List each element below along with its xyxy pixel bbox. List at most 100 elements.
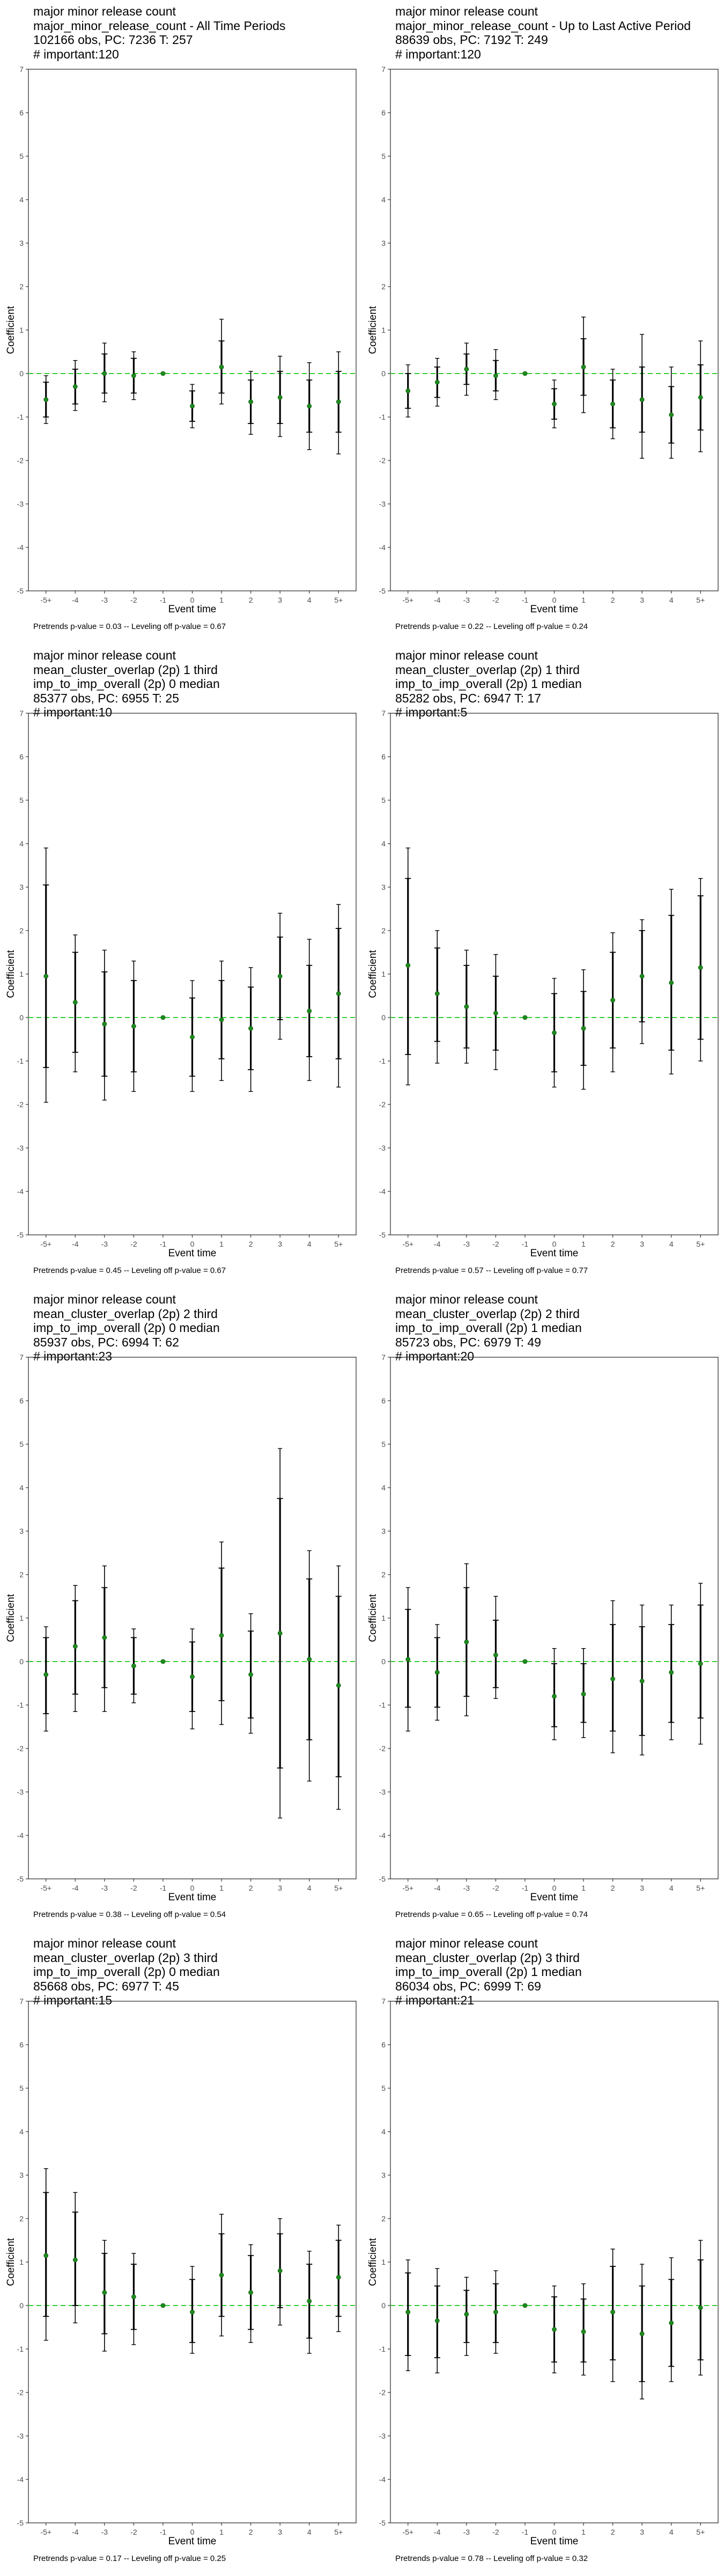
- coefficient-point: [669, 1670, 674, 1675]
- coefficient-point: [581, 2329, 586, 2334]
- coefficient-errorbar: [434, 1624, 440, 1721]
- coefficient-point: [336, 1683, 341, 1688]
- x-tick-label: 3: [640, 2528, 644, 2536]
- y-tick-label: -1: [17, 413, 24, 421]
- coefficient-errorbar: [277, 912, 283, 1040]
- y-tick-label: -5: [379, 2519, 386, 2527]
- plot-frame: [28, 713, 357, 1235]
- y-tick-label: 7: [19, 1997, 24, 2006]
- plot-frame: [28, 1357, 357, 1879]
- coefficient-point: [464, 1004, 469, 1009]
- x-tick-label: 0: [190, 1884, 195, 1892]
- y-tick-label: -4: [379, 2475, 386, 2484]
- y-tick-label: -5: [17, 1231, 24, 1239]
- x-tick-label: 0: [552, 596, 557, 604]
- y-tick-label: 0: [19, 369, 24, 378]
- coefficient-errorbar: [551, 1648, 557, 1740]
- y-tick-label: -3: [379, 1788, 386, 1796]
- x-tick-label: -3: [463, 1240, 470, 1248]
- coefficient-errorbar: [697, 1583, 704, 1745]
- y-tick-label: 3: [19, 2171, 24, 2179]
- chart-panel: major minor release count mean_cluster_ov…: [362, 644, 724, 1288]
- chart-title-line: imp_to_imp_overall (2p) 0 median: [33, 1965, 220, 1979]
- chart-title: major minor release count major_minor_rel…: [33, 4, 285, 61]
- y-tick-label: -3: [17, 1144, 24, 1152]
- x-tick-label: -3: [463, 2528, 470, 2536]
- y-tick-label: -4: [17, 543, 24, 552]
- x-tick-label: -4: [434, 596, 441, 604]
- x-tick-label: -5+: [40, 596, 51, 604]
- coefficient-point: [669, 412, 674, 418]
- x-tick-label: 5+: [696, 1240, 705, 1248]
- pvalue-caption: Pretrends p-value = 0.78 -- Leveling off…: [395, 2554, 588, 2563]
- y-tick-label: 7: [19, 709, 24, 718]
- y-tick-label: 4: [19, 2127, 24, 2136]
- plot-frame: [28, 2001, 357, 2523]
- pvalue-caption: Pretrends p-value = 0.45 -- Leveling off…: [33, 1266, 226, 1275]
- chart-plot: -5 -4 -3 -2 -1 0 1 2 3 4 5 6 7 -5+ -4 -3 -2 -1 0 1 2 3 4 5+ Even…: [5, 1353, 357, 1903]
- coefficient-point: [464, 367, 469, 372]
- coefficient-point: [698, 395, 703, 400]
- coefficient-point: [43, 1672, 49, 1677]
- x-tick-label: 2: [249, 596, 253, 604]
- y-tick-label: 3: [381, 1527, 386, 1535]
- coefficient-point: [405, 1657, 411, 1662]
- chart-title-line: # important:120: [395, 47, 481, 61]
- y-tick-label: 0: [19, 1657, 24, 1666]
- y-tick-label: -4: [379, 1187, 386, 1196]
- coefficient-point: [102, 2290, 107, 2295]
- coefficient-point: [219, 2272, 224, 2278]
- chart-title-line: major minor release count: [33, 648, 176, 662]
- x-tick-label: 3: [278, 596, 282, 604]
- coefficient-point: [160, 2303, 166, 2308]
- coefficient-errorbar: [43, 847, 49, 1103]
- x-tick-label: -5+: [402, 1884, 413, 1892]
- chart-title-line: major minor release count: [33, 4, 176, 18]
- coefficient-errorbar: [610, 932, 616, 1072]
- x-tick-label: -1: [522, 1884, 529, 1892]
- x-tick-label: -2: [492, 1884, 499, 1892]
- pvalue-caption: Pretrends p-value = 0.57 -- Leveling off…: [395, 1266, 588, 1275]
- coefficient-errorbar: [189, 384, 195, 428]
- chart-title: major minor release count mean_cluster_ov…: [395, 1292, 582, 1364]
- y-tick-label: 2: [381, 282, 386, 291]
- chart-panel: major minor release count mean_cluster_ov…: [362, 1932, 724, 2576]
- x-tick-label: 5+: [334, 1240, 343, 1248]
- chart-title: major minor release count mean_cluster_ov…: [33, 648, 220, 720]
- y-tick-label: 4: [19, 839, 24, 848]
- chart-title-line: 88639 obs, PC: 7192 T: 249: [395, 33, 548, 47]
- coefficient-point: [160, 371, 166, 376]
- y-tick-label: 4: [19, 195, 24, 204]
- coefficient-point: [102, 1021, 107, 1027]
- coefficient-point: [219, 364, 224, 370]
- coefficient-errorbar: [639, 2264, 645, 2399]
- coefficient-errorbar: [639, 1605, 645, 1755]
- coefficient-errorbar: [697, 340, 704, 452]
- y-tick-label: -2: [379, 2388, 386, 2397]
- coefficient-errorbar: [101, 949, 108, 1101]
- coefficient-point: [43, 974, 49, 979]
- coefficient-errorbar: [130, 1628, 137, 1703]
- x-tick-label: 0: [552, 1884, 557, 1892]
- x-tick-label: 1: [219, 1884, 224, 1892]
- coefficient-errorbar: [405, 2259, 411, 2372]
- y-tick-label: 0: [381, 2301, 386, 2310]
- y-tick-label: 3: [19, 883, 24, 891]
- y-tick-label: 1: [19, 1614, 24, 1622]
- coefficient-errorbar: [277, 355, 283, 437]
- coefficient-errorbar: [405, 364, 411, 418]
- y-tick-label: 1: [381, 1614, 386, 1622]
- coefficient-errorbar: [160, 1659, 166, 1664]
- chart-title-line: # important:5: [395, 705, 468, 719]
- coefficient-errorbar: [160, 2303, 166, 2308]
- coefficient-errorbar: [160, 1015, 166, 1020]
- y-tick-label: -3: [379, 1144, 386, 1152]
- chart-title-line: imp_to_imp_overall (2p) 1 median: [395, 1965, 582, 1979]
- y-tick-label: 7: [381, 1997, 386, 2006]
- coefficient-errorbar: [72, 360, 78, 411]
- coefficient-errorbar: [218, 1541, 225, 1725]
- pvalue-caption: Pretrends p-value = 0.22 -- Leveling off…: [395, 622, 588, 631]
- chart-plot: -5 -4 -3 -2 -1 0 1 2 3 4 5 6 7 -5+ -4 -3 -2 -1 0 1 2 3 4 5+ Even…: [367, 1997, 719, 2547]
- y-tick-label: -2: [17, 1100, 24, 1109]
- x-axis-label: Event time: [530, 1892, 579, 1903]
